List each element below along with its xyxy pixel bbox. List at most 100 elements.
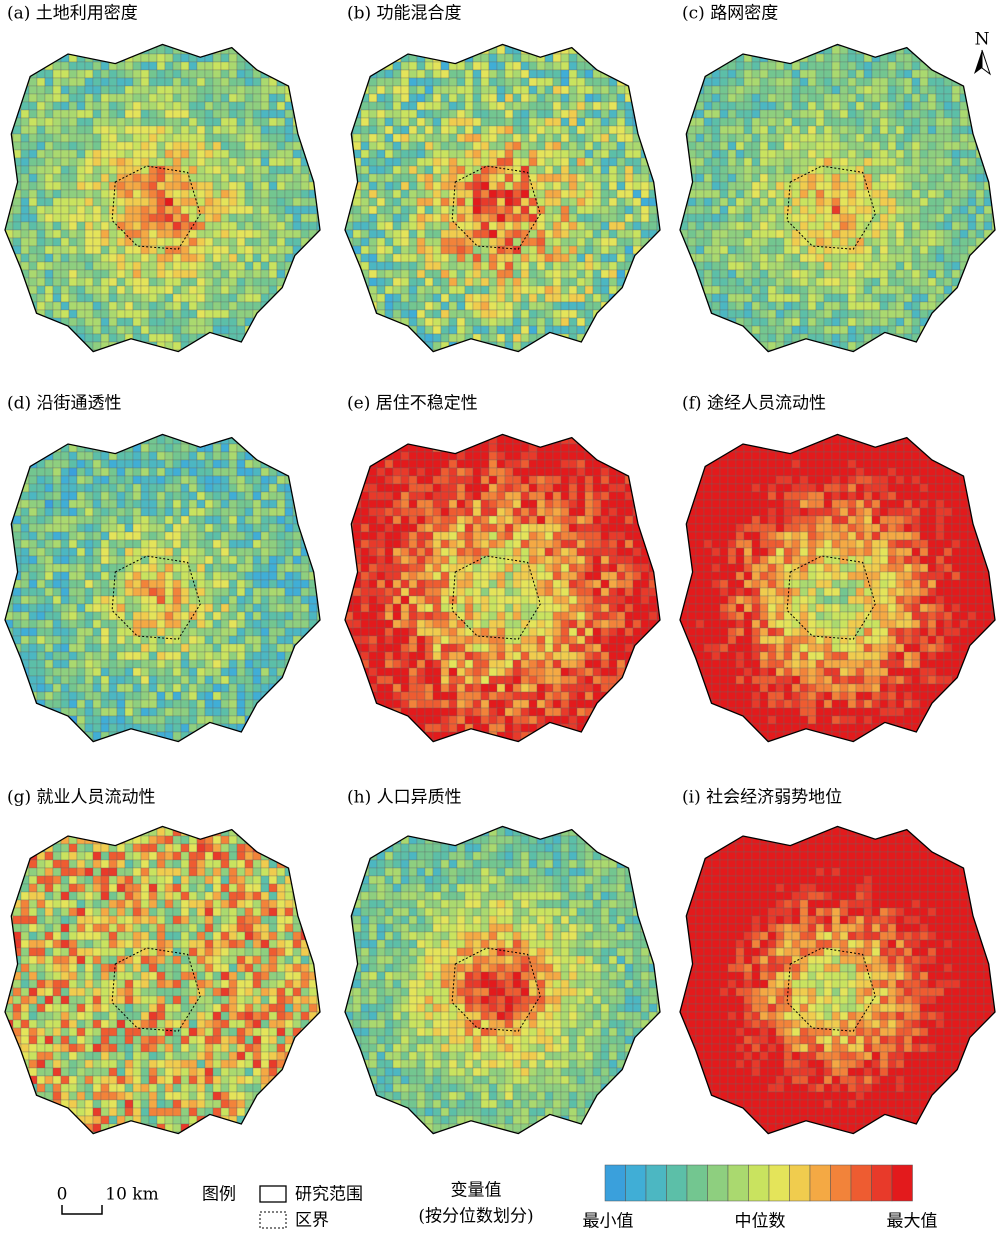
map-cell [28, 285, 38, 295]
map-cell [204, 189, 214, 199]
map-cell [284, 293, 294, 303]
map-cell [252, 205, 262, 215]
map-cell [44, 333, 54, 343]
map-cell [220, 165, 230, 175]
map-cell [416, 261, 426, 271]
map-cell [735, 221, 745, 231]
map-cell [448, 125, 458, 135]
map-cell [345, 77, 354, 87]
map-cell [703, 261, 713, 271]
map-cell [943, 45, 953, 55]
map-cell [560, 117, 570, 127]
map-cell [775, 157, 785, 167]
map-cell [983, 85, 993, 95]
map-cell [196, 149, 206, 159]
map-cell [544, 109, 554, 119]
map-cell [943, 245, 953, 255]
map-cell [108, 173, 118, 183]
map-cell [624, 117, 634, 127]
map-cell [384, 269, 394, 279]
map-cell [576, 317, 586, 327]
map-cell [807, 149, 817, 159]
map-cell [188, 317, 198, 327]
map-cell [536, 317, 546, 327]
map-cell [180, 205, 190, 215]
map-cell [124, 213, 134, 223]
map-cell [116, 149, 126, 159]
map-cell [743, 221, 753, 231]
map-cell [855, 301, 865, 311]
map-cell [472, 293, 482, 303]
map-cell [815, 149, 825, 159]
map-cell [260, 173, 270, 183]
map-cell [416, 189, 426, 199]
map-cell [392, 69, 402, 79]
map-cell [196, 69, 206, 79]
map-cell [616, 293, 626, 303]
map-cell [132, 149, 142, 159]
map-cell [951, 101, 961, 111]
map-cell [624, 245, 634, 255]
map-cell [887, 141, 897, 151]
map-cell [220, 117, 230, 127]
map-cell [456, 349, 466, 352]
map-cell [911, 325, 921, 335]
map-cell [36, 149, 46, 159]
map-cell [384, 285, 394, 295]
map-cell [975, 341, 985, 351]
map-cell [276, 435, 286, 445]
map-cell [895, 277, 905, 287]
map-cell [408, 205, 418, 215]
map-cell [640, 277, 650, 287]
map-cell [783, 165, 793, 175]
map-cell [951, 149, 961, 159]
map-cell [775, 269, 785, 279]
map-cell [735, 333, 745, 343]
map-cell [360, 189, 370, 199]
map-cell [228, 197, 238, 207]
map-cell [276, 45, 286, 55]
map-cell [204, 435, 214, 445]
map-cell [308, 451, 318, 461]
map-cell [648, 44, 658, 47]
map-cell [400, 229, 410, 239]
map-cell [847, 101, 857, 111]
map-cell [68, 109, 78, 119]
map-cell [188, 277, 198, 287]
map-cell [196, 173, 206, 183]
map-cell [448, 85, 458, 95]
map-cell [903, 197, 913, 207]
map-cell [28, 253, 38, 263]
map-cell [252, 349, 262, 352]
map-cell [943, 237, 953, 247]
map-cell [560, 309, 570, 319]
map-cell [400, 61, 410, 71]
map-cell [284, 229, 294, 239]
map-cell [584, 133, 594, 143]
map-cell [703, 101, 713, 111]
map-cell [472, 133, 482, 143]
map-cell [140, 333, 150, 343]
map-cell [284, 451, 294, 461]
map-cell [632, 189, 642, 199]
map-cell [116, 141, 126, 151]
map-cell [943, 277, 953, 287]
map-cell [735, 125, 745, 135]
map-cell [448, 133, 458, 143]
map-cell [36, 181, 46, 191]
map-cell [592, 197, 602, 207]
map-cell [863, 93, 873, 103]
map-cell [392, 229, 402, 239]
map-cell [584, 69, 594, 79]
map-cell [568, 341, 578, 351]
map-cell [164, 261, 174, 271]
map-cell [360, 133, 370, 143]
map-cell [480, 229, 490, 239]
map-cell [156, 277, 166, 287]
map-cell [84, 125, 94, 135]
map-cell [252, 213, 262, 223]
map-cell [164, 213, 174, 223]
map-cell [648, 317, 658, 327]
map-cell [775, 325, 785, 335]
map-cell [680, 317, 689, 327]
